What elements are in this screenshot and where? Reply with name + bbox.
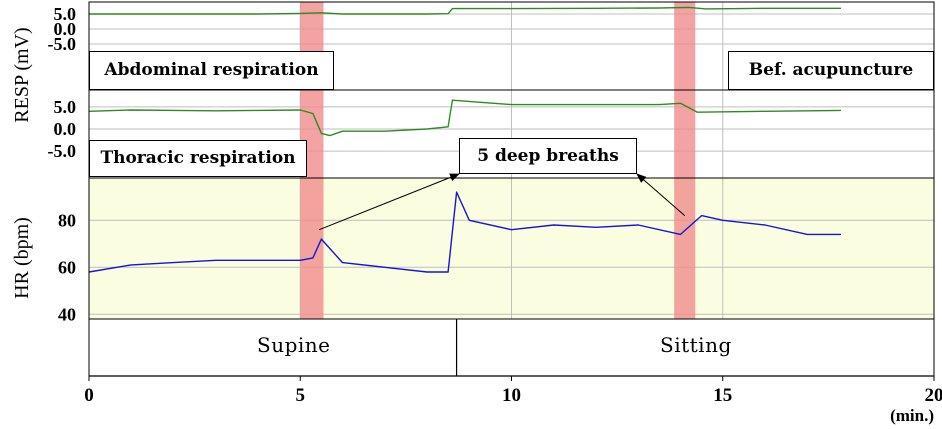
x-axis-unit: (min.) (890, 406, 934, 425)
posture-sitting-label: Sitting (660, 333, 732, 357)
thoracic-label: Thoracic respiration (89, 140, 307, 177)
resp-y-axis-label: RESP (mV) (11, 27, 33, 122)
y-tick-label: 40 (58, 304, 76, 324)
abdominal-resp-trace (89, 6, 841, 15)
abdominal-label: Abdominal respiration (89, 51, 334, 90)
heart-rate-trace (88, 191, 841, 273)
panel-frames (88, 1, 935, 377)
deep-breath-highlight (674, 2, 696, 319)
y-tick-label: 80 (58, 210, 76, 230)
deep-breath-arrow-left (319, 173, 460, 231)
x-tick-label: 20 (925, 385, 942, 406)
thoracic-resp-trace (88, 99, 842, 137)
x-tick-labels: 0 5 10 15 20 (84, 376, 942, 406)
posture-supine-label: Supine (257, 333, 331, 357)
y-tick-label: 5.0 (54, 4, 77, 24)
hr-y-axis-label: HR (bpm) (11, 217, 33, 299)
x-tick-label: 15 (713, 385, 732, 406)
deep-breaths-label: 5 deep breaths (459, 138, 637, 174)
traces (88, 6, 842, 273)
y-tick-label: -5.0 (48, 141, 77, 161)
x-tick-label: 10 (502, 385, 521, 406)
y-tick-label: 0.0 (54, 119, 77, 139)
y-tick-label: 60 (58, 257, 76, 277)
y-tick-label: 5.0 (54, 97, 77, 117)
posture-strip (88, 318, 935, 377)
x-tick-label: 0 (84, 385, 94, 406)
deep-breath-arrows (319, 173, 686, 231)
y-tick-label: -5.0 (48, 34, 77, 54)
condition-label: Bef. acupuncture (728, 51, 934, 90)
y-tick-label: 0.0 (54, 19, 77, 39)
deep-breath-arrow-right (636, 173, 686, 216)
x-tick-label: 5 (296, 385, 306, 406)
